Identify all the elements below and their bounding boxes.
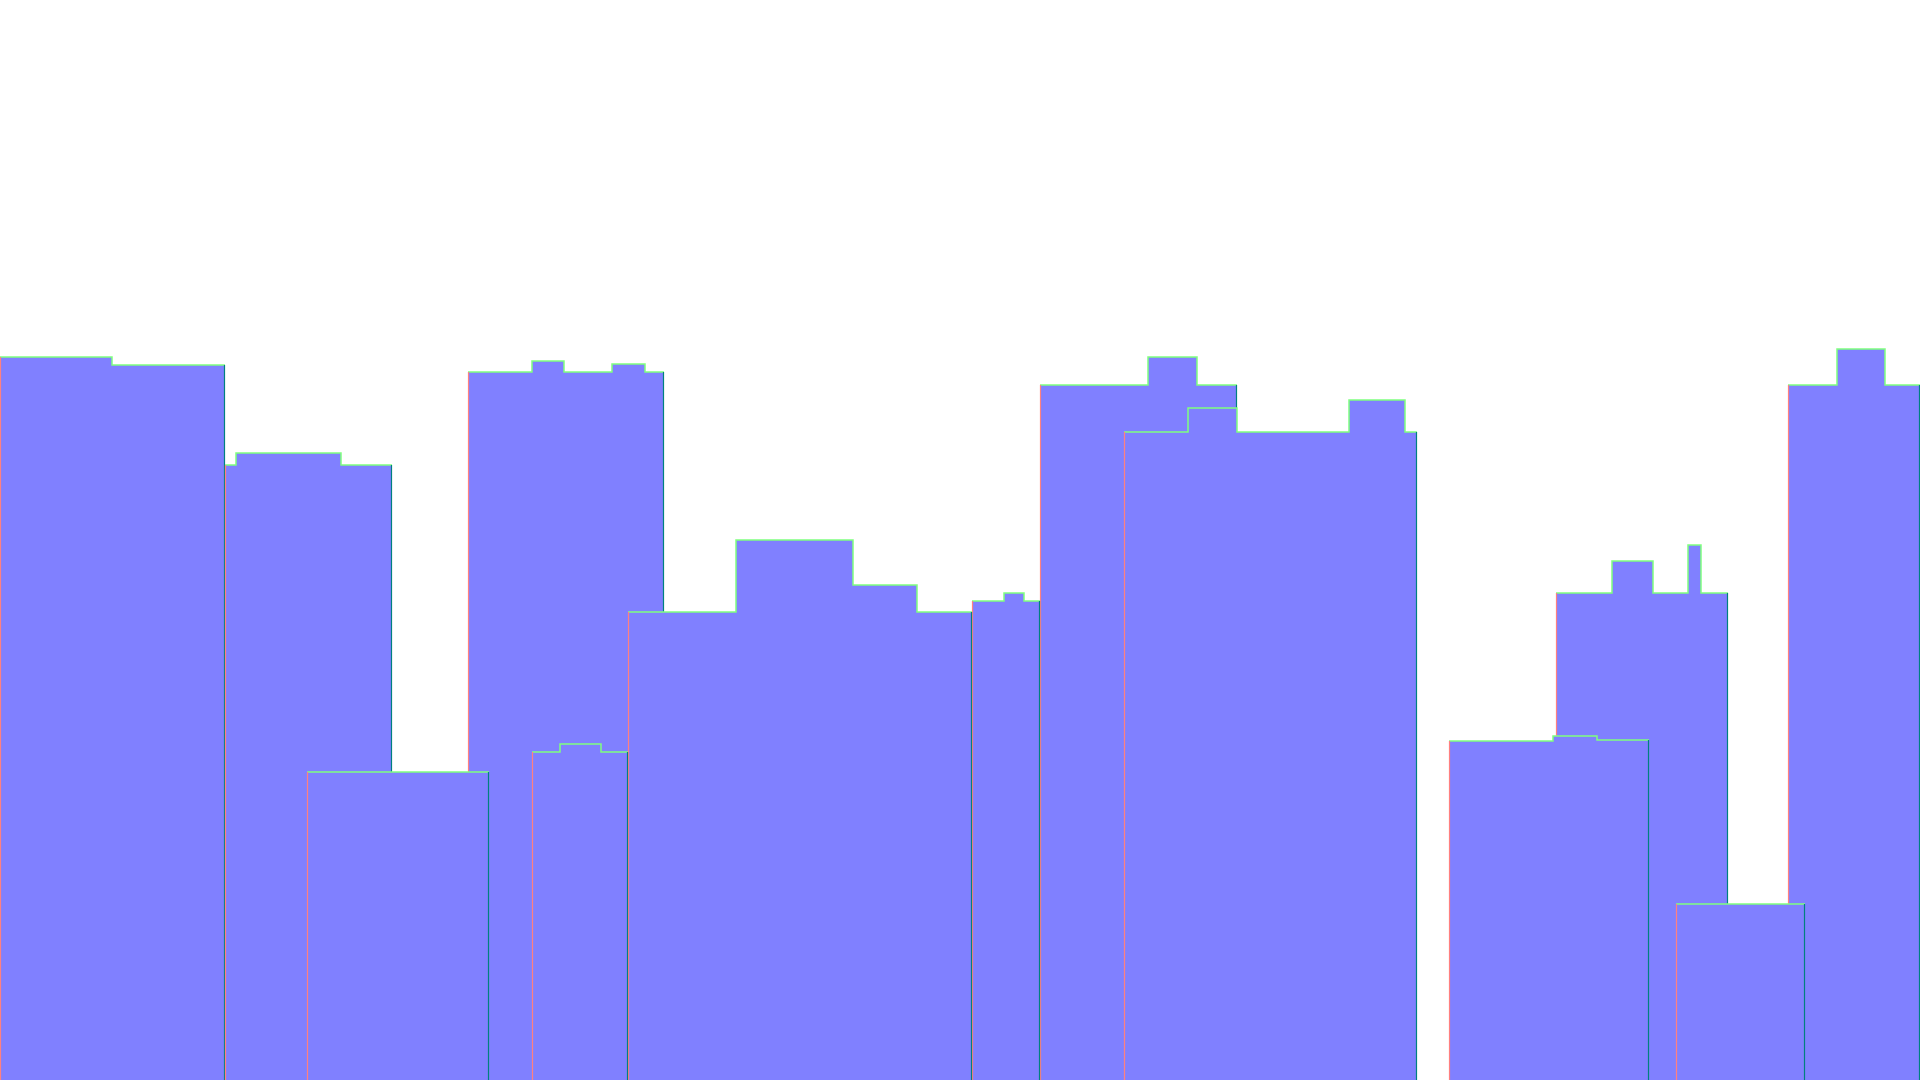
- building-1-roofline: [0, 356, 225, 366]
- building-13: [1787, 348, 1920, 1080]
- building-6-body: [972, 593, 1040, 1080]
- building-4-body: [307, 772, 489, 1080]
- building-4b-body: [532, 744, 628, 1080]
- building-2-roofline: [225, 452, 392, 466]
- building-5-body: [628, 540, 972, 1080]
- building-11-roofline: [1556, 544, 1728, 594]
- building-5-roofline: [628, 539, 972, 613]
- building-12: [1675, 903, 1806, 1080]
- building-8: [1123, 399, 1418, 1080]
- building-4b-roofline: [532, 743, 628, 753]
- building-8-roofline: [1124, 399, 1417, 433]
- building-7-roofline: [1040, 356, 1237, 386]
- building-10-roofline: [1449, 735, 1649, 742]
- building-6-roofline: [972, 592, 1040, 602]
- building-13-roofline: [1788, 348, 1920, 386]
- building-10-body: [1449, 736, 1649, 1080]
- building-13-body: [1788, 349, 1920, 1080]
- building-5: [627, 539, 973, 1080]
- building-4: [306, 771, 490, 1080]
- building-3-roofline: [468, 360, 664, 373]
- building-4b: [531, 743, 629, 1080]
- building-1: [0, 356, 226, 1080]
- building-6: [971, 592, 1041, 1080]
- building-10: [1448, 735, 1650, 1080]
- building-8-body: [1124, 400, 1417, 1080]
- building-12-body: [1676, 904, 1805, 1080]
- building-1-body: [0, 357, 225, 1080]
- buildings-layer: [0, 348, 1920, 1080]
